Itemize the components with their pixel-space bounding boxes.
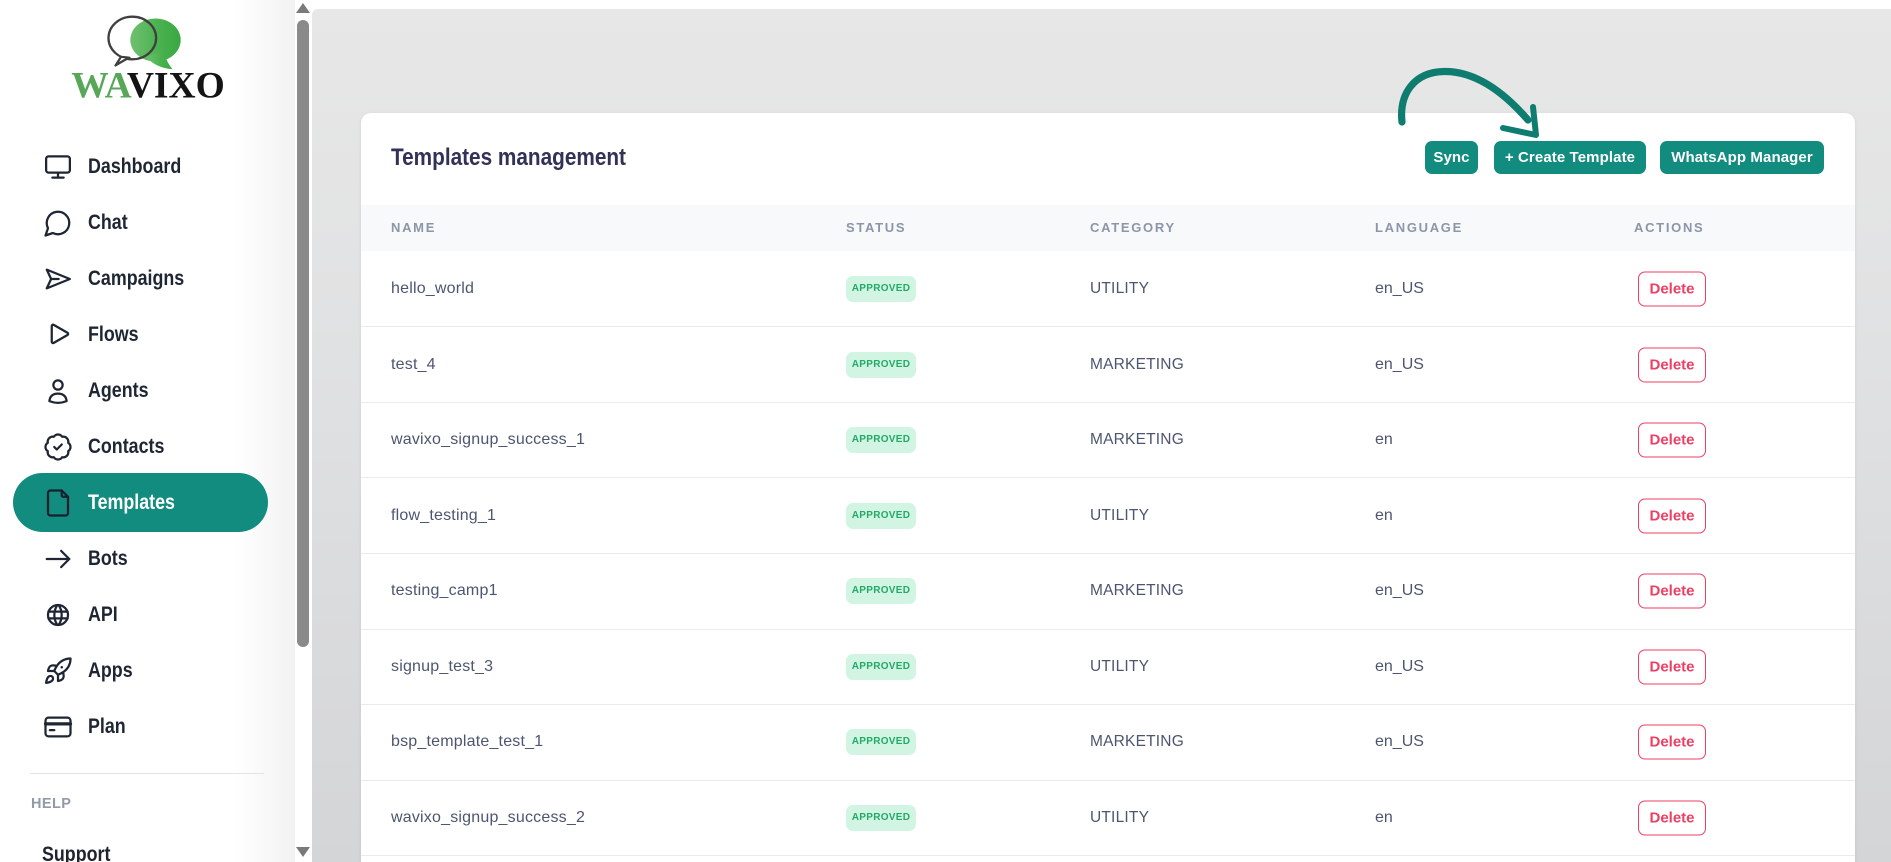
svg-text:WAVIXO: WAVIXO bbox=[71, 66, 225, 107]
